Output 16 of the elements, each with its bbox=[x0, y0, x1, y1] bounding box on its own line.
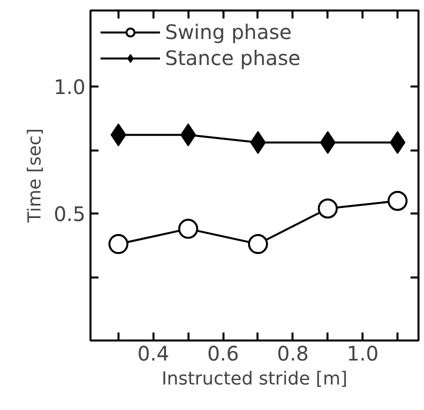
x-tick-label: 0.4 bbox=[137, 342, 170, 366]
x-tick-label: 0.6 bbox=[207, 342, 240, 366]
x-tick-label: 1.0 bbox=[346, 342, 379, 366]
point bbox=[248, 234, 268, 254]
point bbox=[180, 123, 196, 146]
point bbox=[178, 218, 198, 239]
y-tick-label: 0.5 bbox=[54, 202, 86, 226]
legend-label: Swing phase bbox=[165, 20, 292, 44]
point bbox=[318, 198, 338, 218]
y-axis-title: Time [sec] bbox=[24, 128, 46, 224]
legend-label: Stance phase bbox=[165, 46, 300, 70]
x-axis-title: Instructed stride [m] bbox=[162, 368, 348, 390]
x-tick-label: 0.8 bbox=[276, 342, 309, 366]
point bbox=[108, 234, 128, 254]
point bbox=[388, 190, 408, 211]
point bbox=[320, 131, 336, 154]
